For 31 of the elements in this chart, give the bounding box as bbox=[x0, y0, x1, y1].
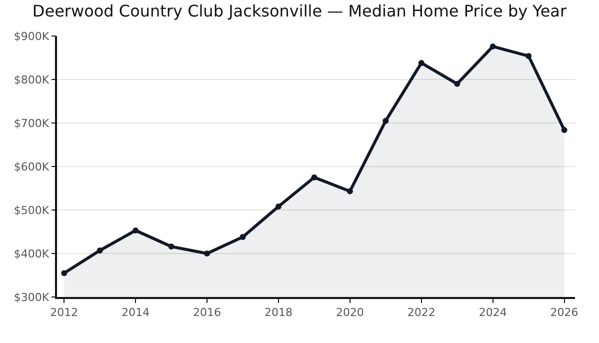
point bbox=[490, 43, 496, 50]
chart-title: Deerwood Country Club Jacksonville — Median Home Price by Year bbox=[32, 1, 567, 20]
x-tick-label: 2012 bbox=[50, 306, 78, 319]
point bbox=[61, 270, 68, 276]
y-tick-label: $700K bbox=[14, 116, 50, 130]
x-tick-label: 2016 bbox=[193, 306, 222, 319]
point bbox=[311, 174, 318, 180]
x-tick-label: 2020 bbox=[336, 306, 364, 319]
x-tick-label: 2024 bbox=[478, 306, 507, 319]
point bbox=[275, 204, 282, 210]
y-tick-label: $800K bbox=[14, 73, 50, 86]
x-tick-label: 2018 bbox=[264, 306, 292, 319]
point bbox=[526, 53, 532, 60]
point bbox=[132, 227, 139, 234]
y-tick-label: $900K bbox=[14, 30, 50, 43]
point bbox=[204, 250, 210, 256]
y-tick-label: $500K bbox=[14, 204, 50, 217]
x-tick-label: 2022 bbox=[407, 306, 436, 319]
point bbox=[346, 188, 353, 194]
x-tick-label: 2026 bbox=[550, 306, 578, 319]
point bbox=[240, 234, 246, 240]
point bbox=[418, 60, 424, 66]
point bbox=[96, 247, 103, 254]
point bbox=[561, 126, 568, 133]
x-tick-label: 2014 bbox=[122, 306, 150, 319]
point bbox=[454, 80, 460, 87]
point bbox=[168, 244, 174, 250]
y-tick-label: $300K bbox=[14, 290, 50, 304]
y-tick-label: $600K bbox=[14, 160, 50, 174]
point bbox=[382, 118, 389, 124]
y-tick-label: $400K bbox=[14, 247, 50, 260]
